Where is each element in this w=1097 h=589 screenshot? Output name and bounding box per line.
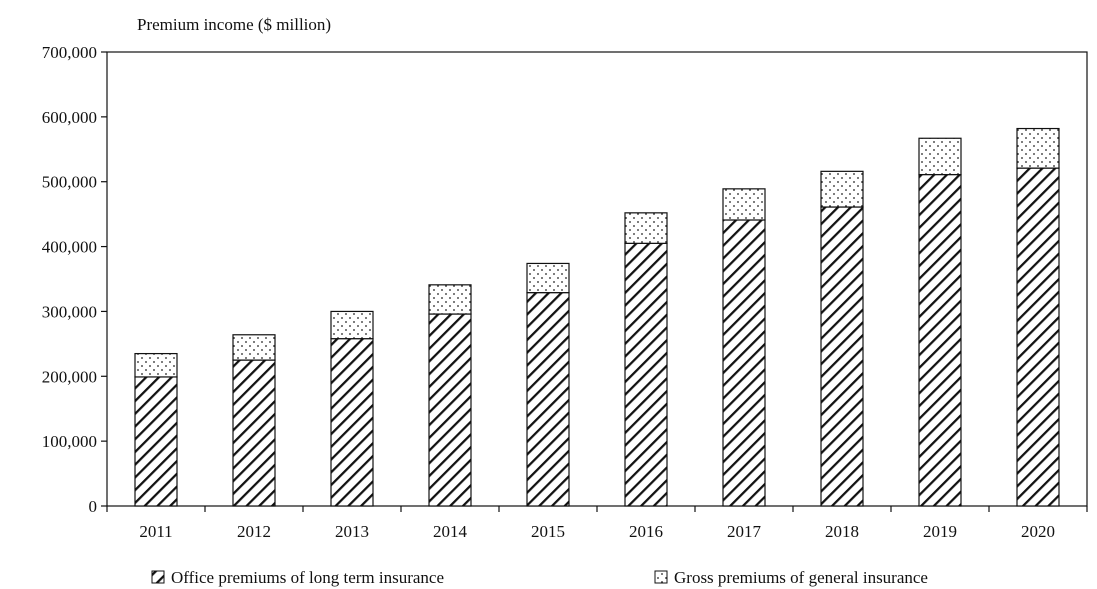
bar-general-2013 — [330, 310, 374, 340]
x-tick-label-2020: 2020 — [1021, 522, 1055, 541]
x-tick-label-2015: 2015 — [531, 522, 565, 541]
legend-item-general: Gross premiums of general insurance — [654, 568, 928, 587]
y-tick-label: 400,000 — [42, 238, 97, 257]
legend-swatch-general — [654, 570, 668, 584]
y-tick-label: 700,000 — [42, 43, 97, 62]
x-tick-label-2019: 2019 — [923, 522, 957, 541]
bar-long-term-2017 — [722, 219, 766, 507]
bar-general-2011 — [134, 352, 178, 378]
x-tick-label-2017: 2017 — [727, 522, 762, 541]
bar-long-term-2012 — [232, 359, 276, 507]
legend-label-long-term: Office premiums of long term insurance — [171, 568, 444, 587]
bar-general-2016 — [624, 212, 668, 244]
bar-long-term-2018 — [820, 206, 864, 507]
y-axis-title: Premium income ($ million) — [137, 15, 331, 34]
bar-general-2012 — [232, 334, 276, 361]
bar-general-2017 — [722, 188, 766, 221]
y-tick-label: 500,000 — [42, 173, 97, 192]
y-tick-label: 300,000 — [42, 302, 97, 321]
bar-general-2020 — [1016, 127, 1060, 169]
bar-long-term-2014 — [428, 313, 472, 507]
x-tick-label-2013: 2013 — [335, 522, 369, 541]
bar-long-term-2015 — [526, 292, 570, 507]
y-tick-label: 600,000 — [42, 108, 97, 127]
bar-long-term-2019 — [918, 173, 962, 507]
bar-general-2019 — [918, 137, 962, 176]
x-tick-label-2016: 2016 — [629, 522, 663, 541]
legend-swatch-long-term — [151, 570, 165, 584]
x-tick-label-2018: 2018 — [825, 522, 859, 541]
x-tick-label-2012: 2012 — [237, 522, 271, 541]
y-tick-label: 200,000 — [42, 367, 97, 386]
bar-long-term-2020 — [1016, 167, 1060, 507]
x-axis: 2011 2012 2013 2014 2015 2016 2017 2018 2019 2020 — [106, 506, 1088, 541]
y-tick-label: 100,000 — [42, 432, 97, 451]
x-tick-label-2014: 2014 — [433, 522, 468, 541]
bar-long-term-2013 — [330, 338, 374, 507]
bar-general-2014 — [428, 284, 472, 315]
legend: Office premiums of long term insurance G… — [151, 568, 928, 587]
y-tick-label: 0 — [89, 497, 98, 516]
x-tick-label-2011: 2011 — [139, 522, 172, 541]
bar-long-term-2016 — [624, 242, 668, 507]
bar-long-term-2011 — [134, 376, 178, 507]
legend-item-long-term: Office premiums of long term insurance — [151, 568, 444, 587]
y-axis: 0 100,000 200,000 300,000 400,000 500,000 600,… — [42, 43, 107, 516]
bars — [134, 127, 1060, 507]
legend-label-general: Gross premiums of general insurance — [674, 568, 928, 587]
bar-general-2015 — [526, 262, 570, 294]
bar-general-2018 — [820, 170, 864, 208]
